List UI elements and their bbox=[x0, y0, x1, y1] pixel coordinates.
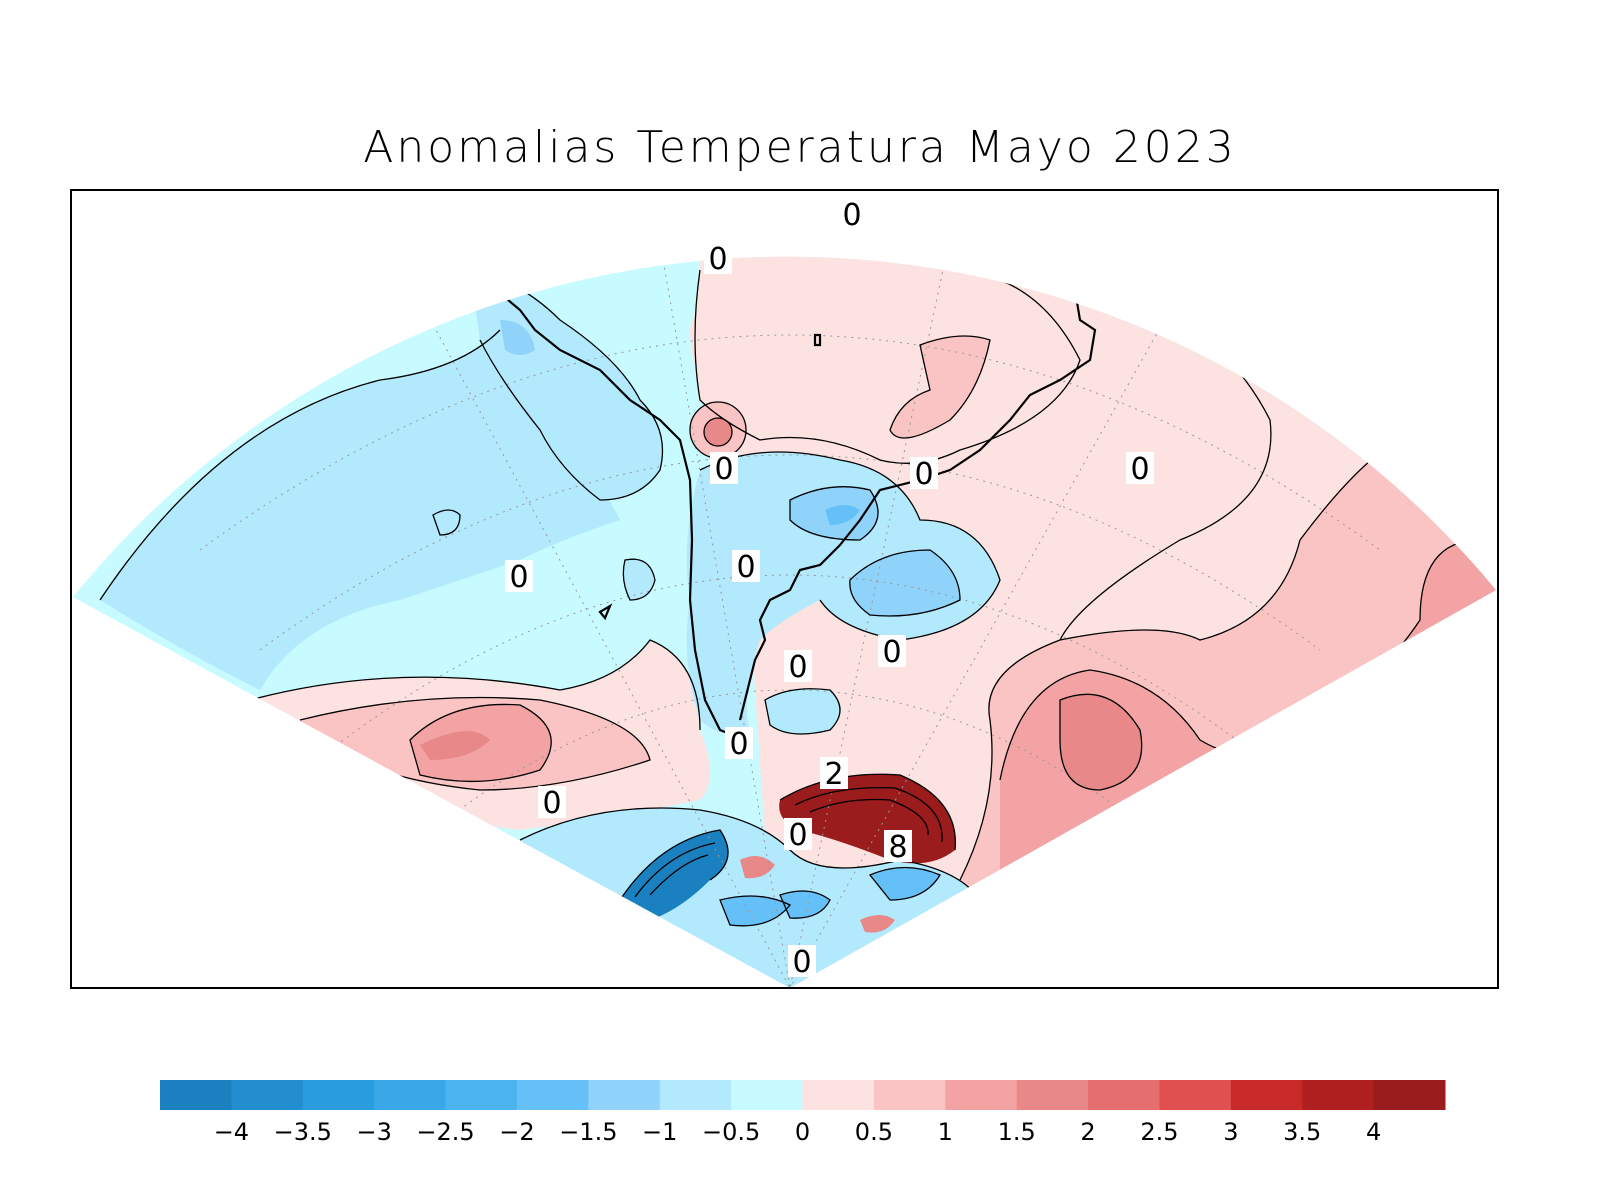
colorbar-box bbox=[231, 1080, 304, 1110]
region-positive-north-blob bbox=[890, 336, 990, 438]
contour-label: 0 bbox=[910, 457, 938, 492]
colorbar-tick-label: 0.5 bbox=[855, 1118, 893, 1146]
colorbar-box bbox=[516, 1080, 589, 1110]
colorbar-tick-label: 3.5 bbox=[1283, 1118, 1321, 1146]
svg-text:2: 2 bbox=[824, 757, 843, 792]
region-negative-west bbox=[100, 330, 620, 690]
svg-text:0: 0 bbox=[714, 452, 733, 487]
contour-label: 0 bbox=[710, 452, 738, 487]
svg-text:0: 0 bbox=[1130, 452, 1149, 487]
region-positive-north bbox=[695, 256, 1080, 464]
contour-label: 0 bbox=[538, 786, 566, 821]
svg-text:0: 0 bbox=[842, 198, 861, 233]
svg-text:0: 0 bbox=[882, 635, 901, 670]
colorbar-box bbox=[302, 1080, 375, 1110]
colorbar-box bbox=[445, 1080, 518, 1110]
svg-text:0: 0 bbox=[729, 727, 748, 762]
region-positive-center-core bbox=[704, 418, 732, 446]
contour-label: 0 bbox=[725, 727, 753, 762]
region-negative-andes-2 bbox=[500, 320, 535, 355]
region-positive-south-1 bbox=[740, 856, 775, 879]
svg-text:0: 0 bbox=[708, 242, 727, 277]
contour-label: 0 bbox=[838, 198, 866, 233]
contour-label: 0 bbox=[878, 635, 906, 670]
contour-label: 0 bbox=[704, 242, 732, 277]
colorbar-box bbox=[1159, 1080, 1232, 1110]
svg-text:0: 0 bbox=[788, 650, 807, 685]
colorbar-tick-label: 3 bbox=[1223, 1118, 1238, 1146]
svg-text:0: 0 bbox=[788, 818, 807, 853]
region-negative-south-2 bbox=[720, 896, 790, 926]
region-negative-east-blob bbox=[849, 550, 960, 616]
region-negative-small-west bbox=[433, 510, 460, 535]
colorbar-box bbox=[1373, 1080, 1446, 1110]
svg-text:0: 0 bbox=[542, 786, 561, 821]
region-negative-south bbox=[765, 688, 840, 734]
colorbar-box bbox=[160, 1080, 232, 1110]
contour-label: 2 bbox=[820, 757, 848, 792]
colorbar-box bbox=[1016, 1080, 1089, 1110]
colorbar-tick-label: 2.5 bbox=[1140, 1118, 1178, 1146]
colorbar-box bbox=[731, 1080, 803, 1110]
region-negative-small-mid bbox=[623, 559, 655, 600]
colorbar-box bbox=[1302, 1080, 1375, 1110]
region-negative-center bbox=[686, 452, 1000, 734]
region-negative-south-3 bbox=[780, 891, 830, 919]
contour-label: 0 bbox=[784, 818, 812, 853]
colorbar-box bbox=[873, 1080, 946, 1110]
colorbar-boxes bbox=[160, 1080, 1446, 1110]
svg-text:0: 0 bbox=[792, 945, 811, 980]
contour-label-layer: 0 0 0 0 0 0 0 0 0 0 0 0 0 2 8 bbox=[505, 198, 1154, 980]
colorbar-box bbox=[945, 1080, 1018, 1110]
colorbar-tick-label: 0 bbox=[795, 1118, 810, 1146]
svg-text:8: 8 bbox=[888, 830, 907, 865]
contour-label: 0 bbox=[784, 650, 812, 685]
colorbar-tick-label: −0.5 bbox=[702, 1118, 760, 1146]
colorbar-box bbox=[802, 1080, 875, 1110]
colorbar-tick-label: −4 bbox=[214, 1118, 249, 1146]
region-positive-east-3 bbox=[1060, 694, 1142, 790]
colorbar-tick-label: −1 bbox=[642, 1118, 677, 1146]
colorbar-box bbox=[1230, 1080, 1303, 1110]
colorbar-tick-labels: −4 −3.5 −3 −2.5 −2 −1.5 −1 −0.5 0 0.5 1 1.5 2 2.5 3 3.5… bbox=[214, 1118, 1382, 1146]
colorbar-tick-label: −3.5 bbox=[274, 1118, 332, 1146]
colorbar-tick-label: 1 bbox=[938, 1118, 953, 1146]
region-strong-negative bbox=[620, 830, 728, 920]
colorbar-box bbox=[659, 1080, 732, 1110]
svg-text:0: 0 bbox=[736, 550, 755, 585]
colorbar-box bbox=[1088, 1080, 1160, 1110]
colorbar-tick-label: −2.5 bbox=[416, 1118, 474, 1146]
plot-frame bbox=[70, 189, 1499, 989]
colorbar-tick-label: −3 bbox=[356, 1118, 391, 1146]
svg-text:0: 0 bbox=[914, 457, 933, 492]
region-positive-southwest-3 bbox=[420, 731, 490, 760]
colorbar-tick-label: −2 bbox=[499, 1118, 534, 1146]
colorbar-tick-label: 1.5 bbox=[998, 1118, 1036, 1146]
region-positive-south-2 bbox=[860, 915, 895, 933]
contour-label: 0 bbox=[505, 560, 533, 595]
contour-label: 0 bbox=[788, 945, 816, 980]
svg-text:0: 0 bbox=[509, 560, 528, 595]
colorbar-box bbox=[374, 1080, 447, 1110]
contour-label: 0 bbox=[1126, 452, 1154, 487]
colorbar-tick-label: −1.5 bbox=[559, 1118, 617, 1146]
colorbar-tick-label: 2 bbox=[1080, 1118, 1095, 1146]
contour-label: 0 bbox=[732, 550, 760, 585]
region-negative-center-3 bbox=[825, 505, 860, 525]
map-title: Anomalias Temperatura Mayo 2023 bbox=[363, 122, 1237, 173]
contour-label: 8 bbox=[884, 830, 912, 865]
colorbar-tick-label: 4 bbox=[1366, 1118, 1381, 1146]
colorbar-box bbox=[588, 1080, 661, 1110]
